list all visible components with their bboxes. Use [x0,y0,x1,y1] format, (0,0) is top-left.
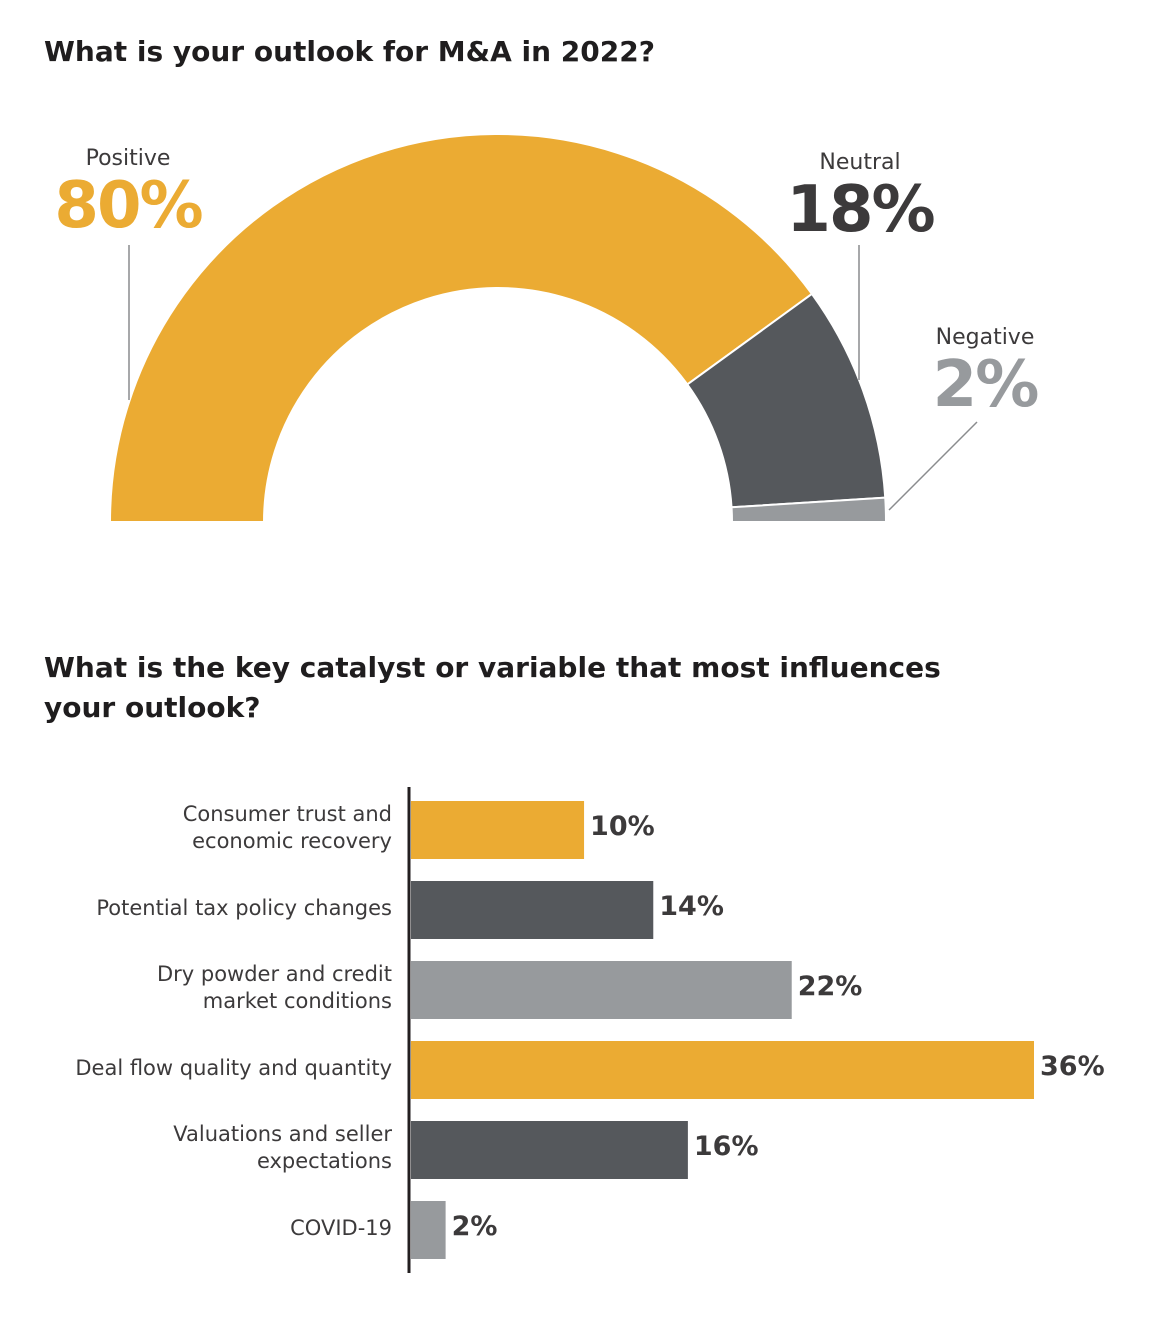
bar-0 [411,801,585,859]
positive-name: Positive [85,146,171,171]
category-label: Potential tax policy changes [96,895,392,920]
donut-segment-negative [730,496,888,523]
bar-chart-title: What is the key catalyst or variable tha… [44,651,941,724]
positive-value: 80% [54,169,203,243]
category-label: COVID-19 [290,1215,392,1240]
bar-4 [411,1121,688,1179]
bar-value-label: 2% [451,1211,498,1242]
category-label: Consumer trust and economic recovery [182,802,392,853]
bar-3 [411,1041,1034,1099]
neutral-value: 18% [786,173,935,247]
bar-value-label: 22% [797,971,863,1002]
neutral-name: Neutral [819,150,901,175]
bar-value-label: 36% [1040,1051,1105,1082]
bar-5 [411,1201,446,1259]
positive-label: Positive 80% [28,146,228,240]
negative-name: Negative [935,325,1035,350]
bar-value-label: 16% [693,1131,759,1162]
leader-line-negative [888,421,978,511]
donut-chart-title: What is your outlook for M&A in 2022? [44,35,655,68]
bar-1 [411,881,654,939]
negative-value: 2% [932,348,1040,422]
category-label: Deal flow quality and quantity [75,1055,392,1080]
neutral-label: Neutral 18% [760,150,960,244]
bar-value-label: 14% [659,891,724,922]
outlook-donut-chart [108,133,978,523]
bar-value-label: 10% [590,811,655,842]
bar-2 [411,961,792,1019]
negative-label: Negative 2% [900,325,1070,419]
category-label: Valuations and seller expectations [173,1122,392,1173]
donut-segment-positive [108,133,814,523]
category-label: Dry powder and credit market conditions [156,962,392,1013]
